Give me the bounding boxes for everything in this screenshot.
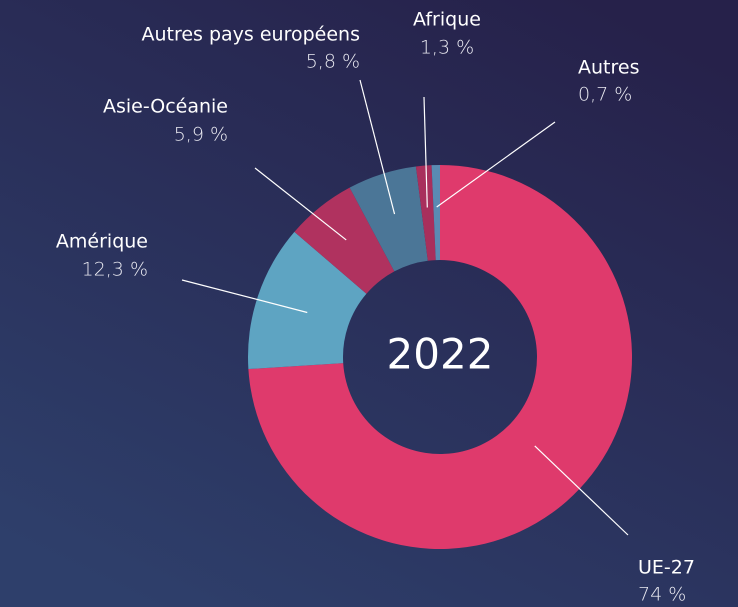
value-label: 0,7 % [578, 84, 632, 106]
donut-segment [349, 166, 428, 272]
labels: UE-27 74 % Amérique 12,3 % Asie-Océanie 5,9 %… [56, 9, 695, 606]
donut-segment [248, 165, 632, 549]
leader-line [436, 121, 556, 208]
value-label: 12,3 % [82, 259, 148, 281]
donut-segment [415, 165, 436, 261]
donut [248, 165, 632, 549]
category-label: Autres [578, 57, 639, 79]
leader-line [359, 79, 396, 215]
leader-line [534, 445, 629, 536]
category-label: Afrique [413, 9, 481, 31]
leader-line [423, 96, 428, 208]
category-label: Asie-Océanie [103, 96, 228, 118]
leader-line [181, 279, 308, 314]
category-label: Amérique [56, 231, 148, 253]
leader-line [254, 167, 347, 241]
center-label: 2022 [387, 330, 494, 379]
category-label: UE-27 [638, 557, 695, 579]
category-label: Autres pays européens [141, 24, 360, 46]
donut-segment [294, 187, 395, 294]
donut-segment [248, 231, 367, 370]
donut-segment [431, 165, 440, 261]
value-label: 74 % [638, 584, 686, 606]
value-label: 1,3 % [420, 37, 474, 59]
value-label: 5,8 % [306, 51, 360, 73]
value-label: 5,9 % [174, 124, 228, 146]
